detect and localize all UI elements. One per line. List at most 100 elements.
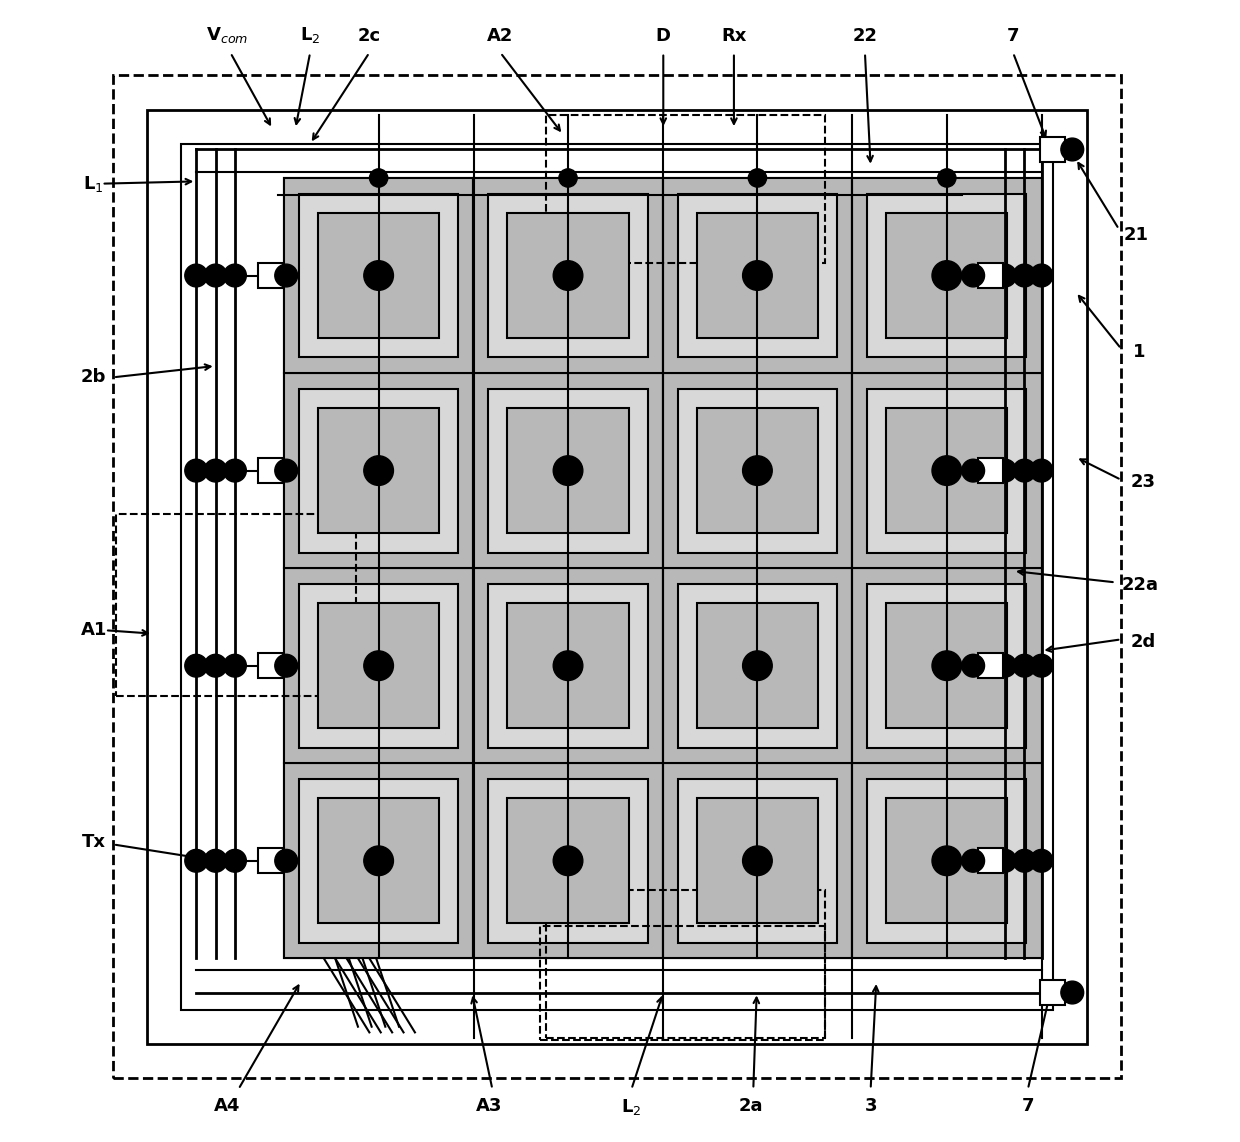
Circle shape — [743, 846, 773, 876]
Text: L$_2$: L$_2$ — [621, 1097, 641, 1117]
Text: 22: 22 — [852, 26, 878, 45]
Bar — [852, 373, 1042, 569]
Bar — [317, 214, 439, 338]
Bar — [299, 584, 458, 748]
Bar — [546, 115, 825, 264]
Bar — [507, 798, 629, 923]
Bar — [852, 569, 1042, 763]
Bar — [887, 214, 1007, 338]
Circle shape — [748, 169, 766, 187]
Circle shape — [1061, 981, 1084, 1004]
Text: D: D — [656, 26, 671, 45]
Bar — [317, 408, 439, 533]
Circle shape — [553, 260, 583, 290]
Circle shape — [993, 850, 1017, 872]
Bar — [697, 214, 818, 338]
Circle shape — [275, 264, 298, 287]
Circle shape — [932, 456, 962, 485]
Circle shape — [275, 459, 298, 482]
Circle shape — [743, 456, 773, 485]
Circle shape — [205, 264, 227, 287]
Circle shape — [1030, 264, 1053, 287]
Bar — [284, 763, 474, 958]
Circle shape — [553, 456, 583, 485]
Bar — [678, 388, 837, 553]
Bar — [507, 214, 629, 338]
Text: 23: 23 — [1131, 473, 1156, 491]
Bar — [977, 263, 1003, 288]
Circle shape — [363, 651, 393, 681]
Text: A1: A1 — [81, 621, 107, 640]
Circle shape — [962, 850, 985, 872]
Circle shape — [223, 459, 247, 482]
Text: 1: 1 — [1132, 344, 1146, 361]
Bar — [258, 849, 283, 874]
Circle shape — [370, 169, 388, 187]
Circle shape — [553, 651, 583, 681]
Circle shape — [185, 654, 207, 677]
Circle shape — [1030, 459, 1053, 482]
Text: 2b: 2b — [81, 369, 107, 386]
Circle shape — [1030, 850, 1053, 872]
Circle shape — [223, 654, 247, 677]
Bar — [1040, 137, 1065, 162]
Bar — [662, 763, 852, 958]
Circle shape — [1030, 654, 1053, 677]
Bar — [662, 569, 852, 763]
Circle shape — [1013, 459, 1035, 482]
Bar — [887, 603, 1007, 729]
Bar — [474, 178, 662, 373]
Bar — [284, 373, 474, 569]
Bar — [317, 603, 439, 729]
Circle shape — [962, 264, 985, 287]
Circle shape — [185, 264, 207, 287]
Bar — [852, 763, 1042, 958]
Bar — [284, 569, 474, 763]
Text: 22a: 22a — [1121, 576, 1158, 594]
Circle shape — [223, 850, 247, 872]
Bar — [977, 458, 1003, 483]
Bar — [977, 849, 1003, 874]
Bar — [541, 926, 825, 1040]
Circle shape — [932, 651, 962, 681]
Bar — [678, 779, 837, 943]
Bar — [258, 458, 283, 483]
Bar — [852, 178, 1042, 373]
Text: 2d: 2d — [1131, 633, 1156, 651]
Bar — [299, 388, 458, 553]
Circle shape — [932, 260, 962, 290]
Text: A3: A3 — [476, 1097, 502, 1116]
Bar — [697, 603, 818, 729]
Circle shape — [559, 169, 577, 187]
Bar — [977, 653, 1003, 678]
Circle shape — [205, 850, 227, 872]
Circle shape — [1013, 850, 1035, 872]
Bar — [258, 263, 283, 288]
Bar — [546, 890, 825, 1038]
Circle shape — [205, 654, 227, 677]
Circle shape — [363, 456, 393, 485]
Circle shape — [1061, 138, 1084, 161]
Bar — [284, 178, 1042, 958]
Text: Tx: Tx — [82, 834, 105, 851]
Bar — [113, 75, 1121, 1078]
Circle shape — [962, 459, 985, 482]
Text: A2: A2 — [487, 26, 513, 45]
Bar — [867, 388, 1027, 553]
Circle shape — [743, 651, 773, 681]
Bar — [507, 408, 629, 533]
Bar — [1040, 980, 1065, 1005]
Circle shape — [275, 654, 298, 677]
Circle shape — [1013, 264, 1035, 287]
Bar — [867, 584, 1027, 748]
Circle shape — [363, 260, 393, 290]
Circle shape — [363, 846, 393, 876]
Bar — [258, 653, 283, 678]
Bar — [697, 408, 818, 533]
Bar — [678, 194, 837, 357]
Bar — [507, 603, 629, 729]
Circle shape — [932, 846, 962, 876]
Bar — [887, 798, 1007, 923]
Bar — [867, 779, 1027, 943]
Bar — [474, 763, 662, 958]
